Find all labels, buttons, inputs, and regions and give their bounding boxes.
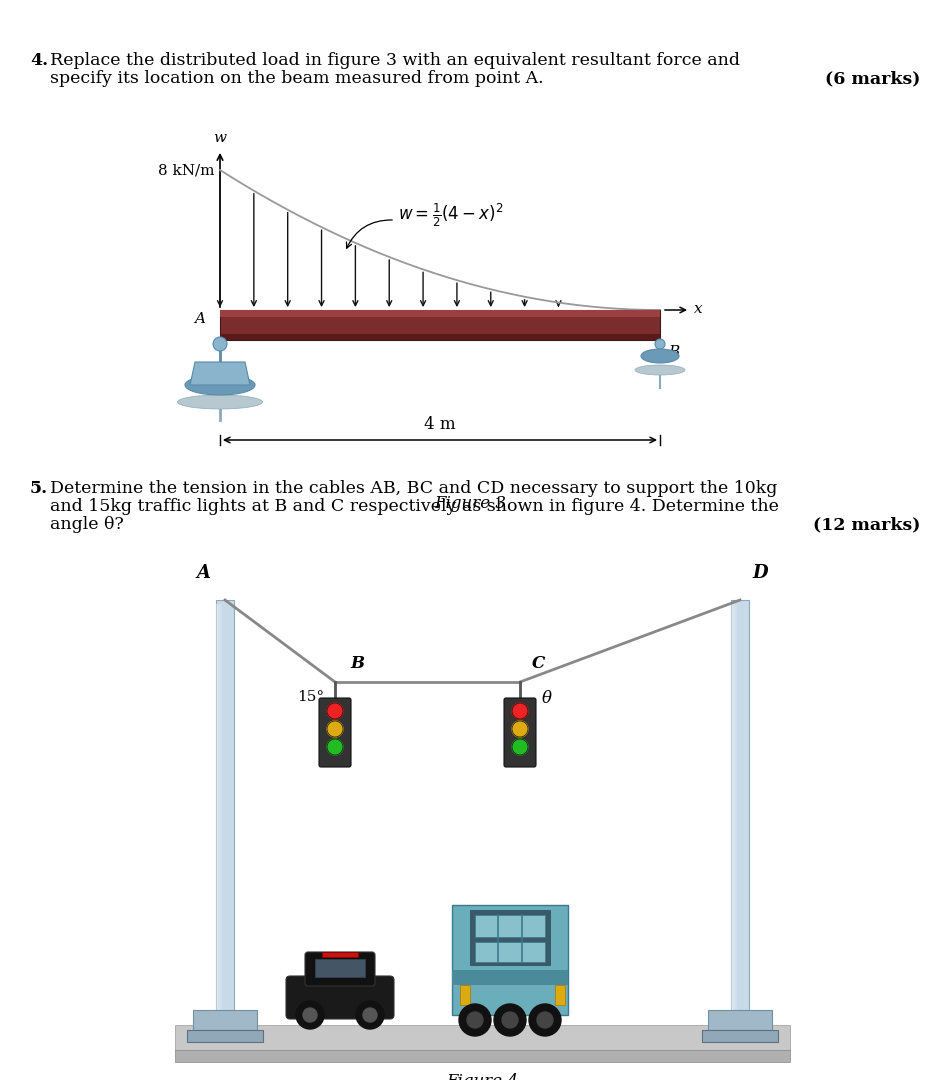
Circle shape <box>537 1012 553 1028</box>
FancyBboxPatch shape <box>286 976 394 1020</box>
Circle shape <box>327 703 343 719</box>
Bar <box>452 970 568 985</box>
Circle shape <box>655 339 665 349</box>
Text: (6 marks): (6 marks) <box>825 70 920 87</box>
Bar <box>187 1030 263 1042</box>
Circle shape <box>467 1012 483 1028</box>
Text: Replace the distributed load in figure 3 with an equivalent resultant force and: Replace the distributed load in figure 3… <box>50 52 740 69</box>
Text: 8 kN/m: 8 kN/m <box>157 163 214 177</box>
Circle shape <box>303 1008 317 1022</box>
FancyBboxPatch shape <box>319 698 351 767</box>
Circle shape <box>356 1001 384 1029</box>
Text: $w = \frac{1}{2}(4-x)^2$: $w = \frac{1}{2}(4-x)^2$ <box>398 201 504 229</box>
Ellipse shape <box>177 395 262 409</box>
Text: 5.: 5. <box>30 480 48 497</box>
Text: w: w <box>213 131 226 145</box>
Text: A: A <box>194 312 205 326</box>
Bar <box>555 985 565 1005</box>
Circle shape <box>327 739 343 755</box>
Bar <box>175 1025 790 1050</box>
Bar <box>175 1050 790 1062</box>
Text: B: B <box>668 345 679 359</box>
Ellipse shape <box>185 375 255 395</box>
Bar <box>460 985 470 1005</box>
Text: 4.: 4. <box>30 52 48 69</box>
Bar <box>702 1030 778 1042</box>
Bar <box>470 910 550 966</box>
Bar <box>322 951 358 957</box>
Circle shape <box>512 739 528 755</box>
Text: Figure 4: Figure 4 <box>446 1074 519 1080</box>
FancyBboxPatch shape <box>305 951 375 986</box>
Bar <box>708 1010 772 1030</box>
Circle shape <box>213 337 227 351</box>
Text: x: x <box>694 302 703 316</box>
Text: and 15kg traffic lights at B and C respectively as shown in figure 4. Determine : and 15kg traffic lights at B and C respe… <box>50 498 778 515</box>
Bar <box>216 600 234 1025</box>
Ellipse shape <box>635 365 685 375</box>
Circle shape <box>529 1004 561 1036</box>
Bar <box>475 915 545 937</box>
Bar <box>475 942 545 962</box>
Circle shape <box>502 1012 518 1028</box>
Text: B: B <box>350 654 364 672</box>
Text: 15°: 15° <box>297 690 324 704</box>
Text: Determine the tension in the cables AB, BC and CD necessary to support the 10kg: Determine the tension in the cables AB, … <box>50 480 777 497</box>
Circle shape <box>327 721 343 737</box>
Text: θ: θ <box>542 690 552 707</box>
Bar <box>193 1010 257 1030</box>
Text: 4 m: 4 m <box>424 416 456 433</box>
Circle shape <box>494 1004 526 1036</box>
Circle shape <box>459 1004 491 1036</box>
Bar <box>220 334 660 340</box>
Text: angle θ?: angle θ? <box>50 516 124 534</box>
FancyBboxPatch shape <box>504 698 536 767</box>
Ellipse shape <box>641 349 679 363</box>
Circle shape <box>512 703 528 719</box>
Bar <box>220 310 660 318</box>
Text: specify its location on the beam measured from point A.: specify its location on the beam measure… <box>50 70 544 87</box>
Circle shape <box>296 1001 324 1029</box>
Bar <box>315 959 365 977</box>
Text: Figure 3: Figure 3 <box>434 495 506 512</box>
Text: (12 marks): (12 marks) <box>813 516 920 534</box>
Text: A: A <box>196 564 210 582</box>
Circle shape <box>363 1008 377 1022</box>
Bar <box>452 905 568 1015</box>
Bar <box>220 310 660 340</box>
Bar <box>731 600 749 1025</box>
Circle shape <box>512 721 528 737</box>
Polygon shape <box>190 362 250 384</box>
Text: C: C <box>532 654 545 672</box>
Text: D: D <box>752 564 768 582</box>
